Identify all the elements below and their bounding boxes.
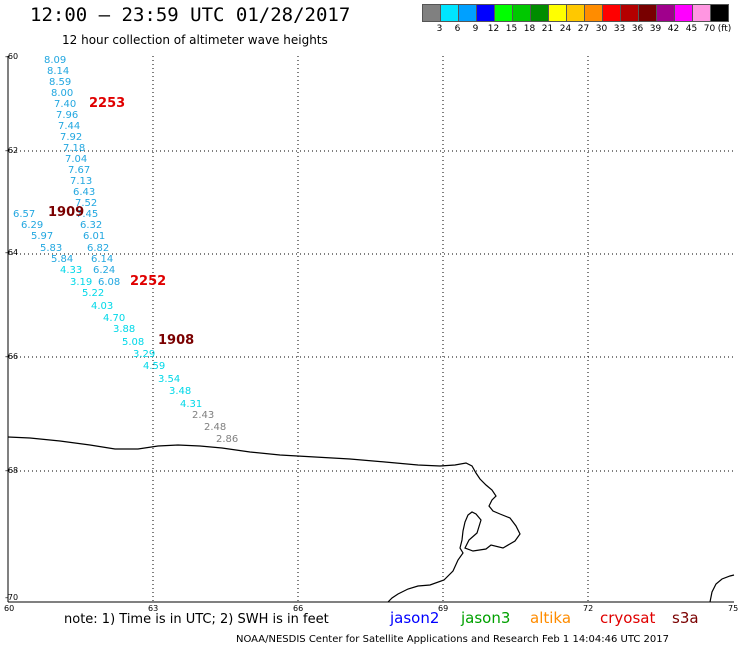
- lat-label: -66: [5, 352, 19, 361]
- lon-label: 63: [148, 604, 159, 613]
- wave-height-label: 6.01: [83, 231, 106, 242]
- lat-label: -62: [5, 146, 19, 155]
- lon-label: 66: [293, 604, 304, 613]
- wave-height-label: 5.08: [122, 337, 145, 348]
- wave-height-label: 6.82: [87, 243, 110, 254]
- wave-height-label: 4.70: [103, 313, 126, 324]
- wave-height-label: 4.33: [60, 265, 83, 276]
- scale-label: 15: [505, 24, 518, 34]
- wave-height-label: 7.40: [54, 99, 77, 110]
- units-note: note: 1) Time is in UTC; 2) SWH is in fe…: [64, 612, 329, 627]
- lon-label: 60: [4, 604, 15, 613]
- legend-s3a: s3a: [672, 609, 699, 627]
- antarctic-coastline-east: [709, 574, 735, 603]
- wave-height-label: 4.59: [143, 361, 166, 372]
- lat-label: -68: [5, 466, 19, 475]
- wave-height-label: 3.88: [113, 324, 136, 335]
- map-title: 12:00 – 23:59 UTC 01/28/2017: [30, 4, 351, 26]
- legend-altika: altika: [530, 609, 572, 627]
- credit-line: NOAA/NESDIS Center for Satellite Applica…: [236, 634, 669, 645]
- scale-label: 3: [436, 24, 443, 34]
- wave-height-label: 4.03: [91, 301, 114, 312]
- wave-height-label: 5.84: [51, 254, 74, 265]
- scale-label: 45: [685, 24, 698, 34]
- map-frame: [7, 56, 734, 603]
- wave-height-label: 7.52: [75, 198, 98, 209]
- pass-time-label: 1908: [158, 333, 195, 348]
- wave-height-label: 3.54: [158, 374, 181, 385]
- legend-jason2: jason2: [390, 609, 440, 627]
- wave-height-label: 6.43: [73, 187, 96, 198]
- wave-height-label: 3.19: [70, 277, 93, 288]
- map-subtitle: 12 hour collection of altimeter wave hei…: [62, 33, 328, 47]
- wave-height-label: 6.57: [13, 209, 36, 220]
- pass-time-label: 1909: [48, 205, 85, 220]
- map-grid: [8, 56, 734, 602]
- legend-cryosat: cryosat: [600, 609, 656, 627]
- scale-label: 24: [559, 24, 572, 34]
- wave-height-label: 3.48: [169, 386, 192, 397]
- lat-label: -60: [5, 52, 19, 61]
- scale-label: 30: [595, 24, 608, 34]
- wave-height-label: 6.32: [80, 220, 103, 231]
- wave-height-label: 8.14: [47, 66, 70, 77]
- wave-height-label: 7.18: [63, 143, 86, 154]
- scale-unit: (ft): [717, 24, 732, 34]
- scale-label: 12: [487, 24, 500, 34]
- scale-label: 39: [649, 24, 662, 34]
- wave-height-label: 5.97: [31, 231, 54, 242]
- lat-label: -70: [5, 593, 19, 602]
- scale-label: 70: [703, 24, 716, 34]
- wave-height-label: 8.00: [51, 88, 74, 99]
- wave-height-label: 6.29: [21, 220, 44, 231]
- wave-height-label: 6.24: [93, 265, 116, 276]
- wave-height-label: 8.09: [44, 55, 67, 66]
- scale-label: 6: [454, 24, 461, 34]
- wave-height-label: 7.45: [76, 209, 99, 220]
- wave-height-label: 5.22: [82, 288, 105, 299]
- scale-label: 36: [631, 24, 644, 34]
- scale-label: 27: [577, 24, 590, 34]
- lon-label: 75: [728, 604, 739, 613]
- wave-height-label: 2.86: [216, 434, 239, 445]
- wave-height-label: 2.48: [204, 422, 227, 433]
- wave-height-label: 7.92: [60, 132, 83, 143]
- wave-height-label: 8.59: [49, 77, 72, 88]
- scale-label: 9: [472, 24, 479, 34]
- wave-height-label: 7.04: [65, 154, 88, 165]
- wave-height-label: 7.13: [70, 176, 93, 187]
- wave-height-label: 6.14: [91, 254, 114, 265]
- lon-label: 69: [438, 604, 449, 613]
- scale-label: 21: [541, 24, 554, 34]
- wave-height-label: 6.08: [98, 277, 121, 288]
- wave-height-label: 2.43: [192, 410, 215, 421]
- pass-time-label: 2253: [89, 96, 126, 111]
- wave-height-label: 7.44: [58, 121, 81, 132]
- legend-jason3: jason3: [461, 609, 511, 627]
- lon-label: 72: [583, 604, 594, 613]
- wave-height-label: 7.96: [56, 110, 79, 121]
- wave-height-label: 5.83: [40, 243, 63, 254]
- scale-label: 18: [523, 24, 536, 34]
- pass-time-label: 2252: [130, 274, 167, 289]
- scale-label: 33: [613, 24, 626, 34]
- wave-height-label: 4.31: [180, 399, 203, 410]
- scale-label: 42: [667, 24, 680, 34]
- lat-label: -64: [5, 248, 19, 257]
- scale-swatch: [710, 4, 729, 22]
- wave-height-label: 7.67: [68, 165, 91, 176]
- antarctic-coastline: [7, 436, 521, 603]
- wave-height-label: 3.29: [133, 349, 156, 360]
